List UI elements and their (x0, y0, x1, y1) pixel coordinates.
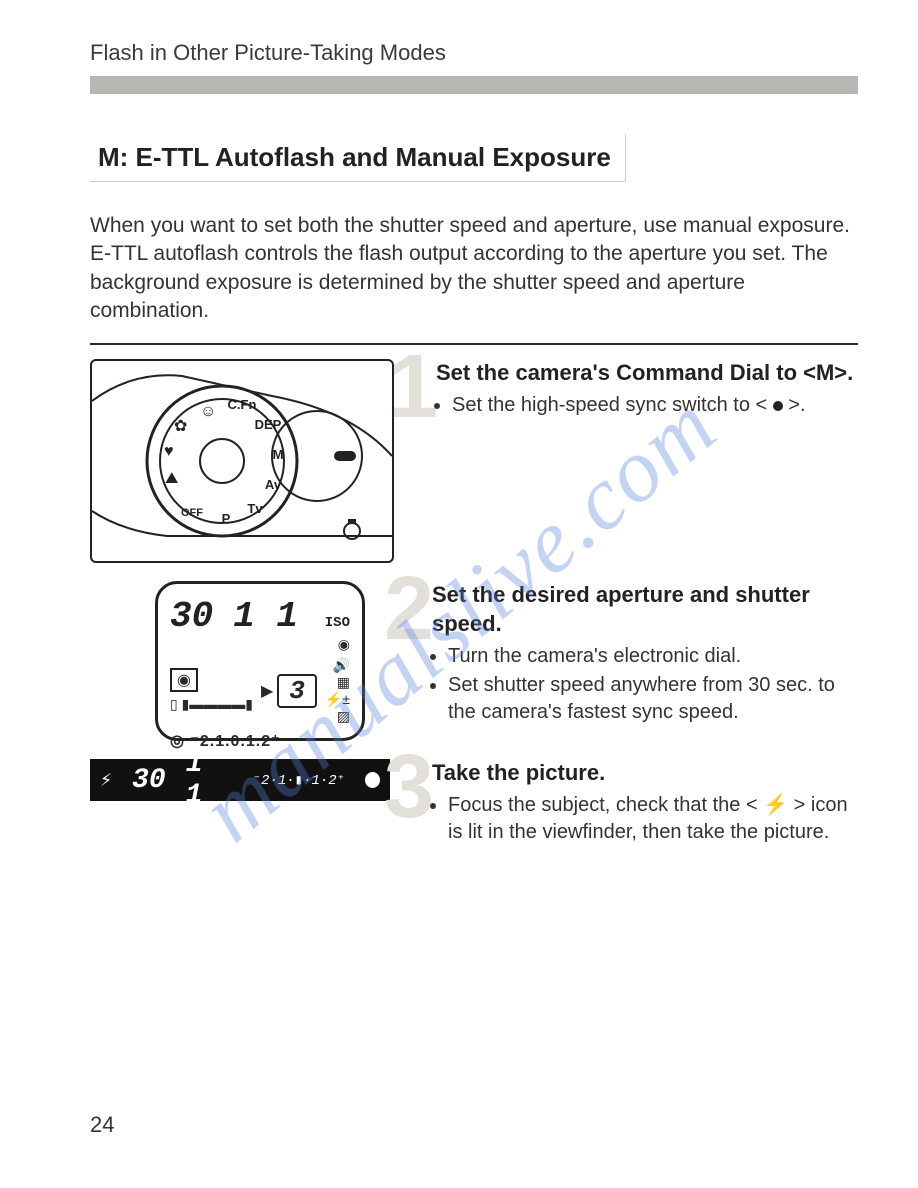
step-3-bullets: Focus the subject, check that the < ⚡ > … (432, 792, 858, 846)
svg-text:P: P (222, 511, 231, 526)
metering-icon: ◉ (170, 668, 198, 692)
svg-text:♥: ♥ (164, 443, 174, 460)
lcd-shutter: 30 (170, 596, 213, 637)
svg-text:DEP: DEP (255, 417, 282, 432)
step-3: ⚡ 30 1 1 ⁻2·1·▮·1·2⁺ 3 Take the picture.… (90, 759, 858, 848)
step-1: C.Fn DEP M Av Tv P OFF ✿ ♥ ⛰ ☺ (90, 359, 858, 563)
svg-text:☺: ☺ (200, 403, 216, 420)
step-1-illustration: C.Fn DEP M Av Tv P OFF ✿ ♥ ⛰ ☺ (90, 359, 394, 563)
step-2-bullets: Turn the camera's electronic dial. Set s… (432, 643, 858, 726)
svg-text:⛰: ⛰ (165, 470, 179, 487)
step-3-illustration: ⚡ 30 1 1 ⁻2·1·▮·1·2⁺ (90, 759, 390, 801)
step-1-heading: Set the camera's Command Dial to <M>. (436, 359, 858, 388)
vf-shutter: 30 (132, 765, 166, 796)
step-2-bullet-2: Set shutter speed anywhere from 30 sec. … (448, 672, 858, 726)
steps-list: C.Fn DEP M Av Tv P OFF ✿ ♥ ⛰ ☺ (90, 359, 858, 848)
lcd-exposure-scale: ◎ ⁻2.1.0.1.2⁺ (170, 731, 350, 751)
viewfinder-diagram: ⚡ 30 1 1 ⁻2·1·▮·1·2⁺ (90, 759, 390, 801)
step-2-illustration: 30 1 1 ISO ◉ ◉ ▯ ▮▬▬▬▬▮ ▶ 3 (90, 581, 390, 741)
vf-focus-dot (365, 772, 380, 788)
intro-paragraph: When you want to set both the shutter sp… (90, 212, 858, 325)
lcd-aperture: 1 1 (233, 596, 298, 637)
vf-flash-icon: ⚡ (100, 767, 112, 793)
step-3-heading: Take the picture. (432, 759, 858, 788)
lcd-panel-diagram: 30 1 1 ISO ◉ ◉ ▯ ▮▬▬▬▬▮ ▶ 3 (155, 581, 365, 741)
svg-text:C.Fn: C.Fn (228, 397, 257, 412)
page-title: M: E-TTL Autoflash and Manual Exposure (90, 134, 626, 182)
section-header: Flash in Other Picture-Taking Modes (90, 40, 858, 66)
step-2-bullet-1: Turn the camera's electronic dial. (448, 643, 858, 670)
vf-scale: ⁻2·1·▮·1·2⁺ (253, 772, 346, 789)
lcd-iso-label: ISO (325, 615, 350, 631)
vf-aperture: 1 1 (186, 749, 233, 811)
horizontal-rule (90, 343, 858, 345)
svg-text:OFF: OFF (181, 507, 203, 519)
svg-text:✿: ✿ (174, 418, 187, 435)
page-number: 24 (90, 1112, 114, 1138)
svg-text:M: M (273, 447, 284, 462)
lcd-side-icons: 🔊▦⚡±▨ (325, 657, 350, 724)
command-dial-diagram: C.Fn DEP M Av Tv P OFF ✿ ♥ ⛰ ☺ (90, 359, 394, 563)
step-3-bullet-1: Focus the subject, check that the < ⚡ > … (448, 792, 858, 846)
lcd-frame-count: 3 (277, 674, 317, 708)
divider-bar (90, 76, 858, 94)
step-1-bullets: Set the high-speed sync switch to < >. (436, 392, 858, 419)
step-1-bullet-1: Set the high-speed sync switch to < >. (452, 392, 858, 419)
step-2: 30 1 1 ISO ◉ ◉ ▯ ▮▬▬▬▬▮ ▶ 3 (90, 581, 858, 741)
step-2-heading: Set the desired aperture and shutter spe… (432, 581, 858, 638)
svg-text:Tv: Tv (247, 501, 263, 516)
